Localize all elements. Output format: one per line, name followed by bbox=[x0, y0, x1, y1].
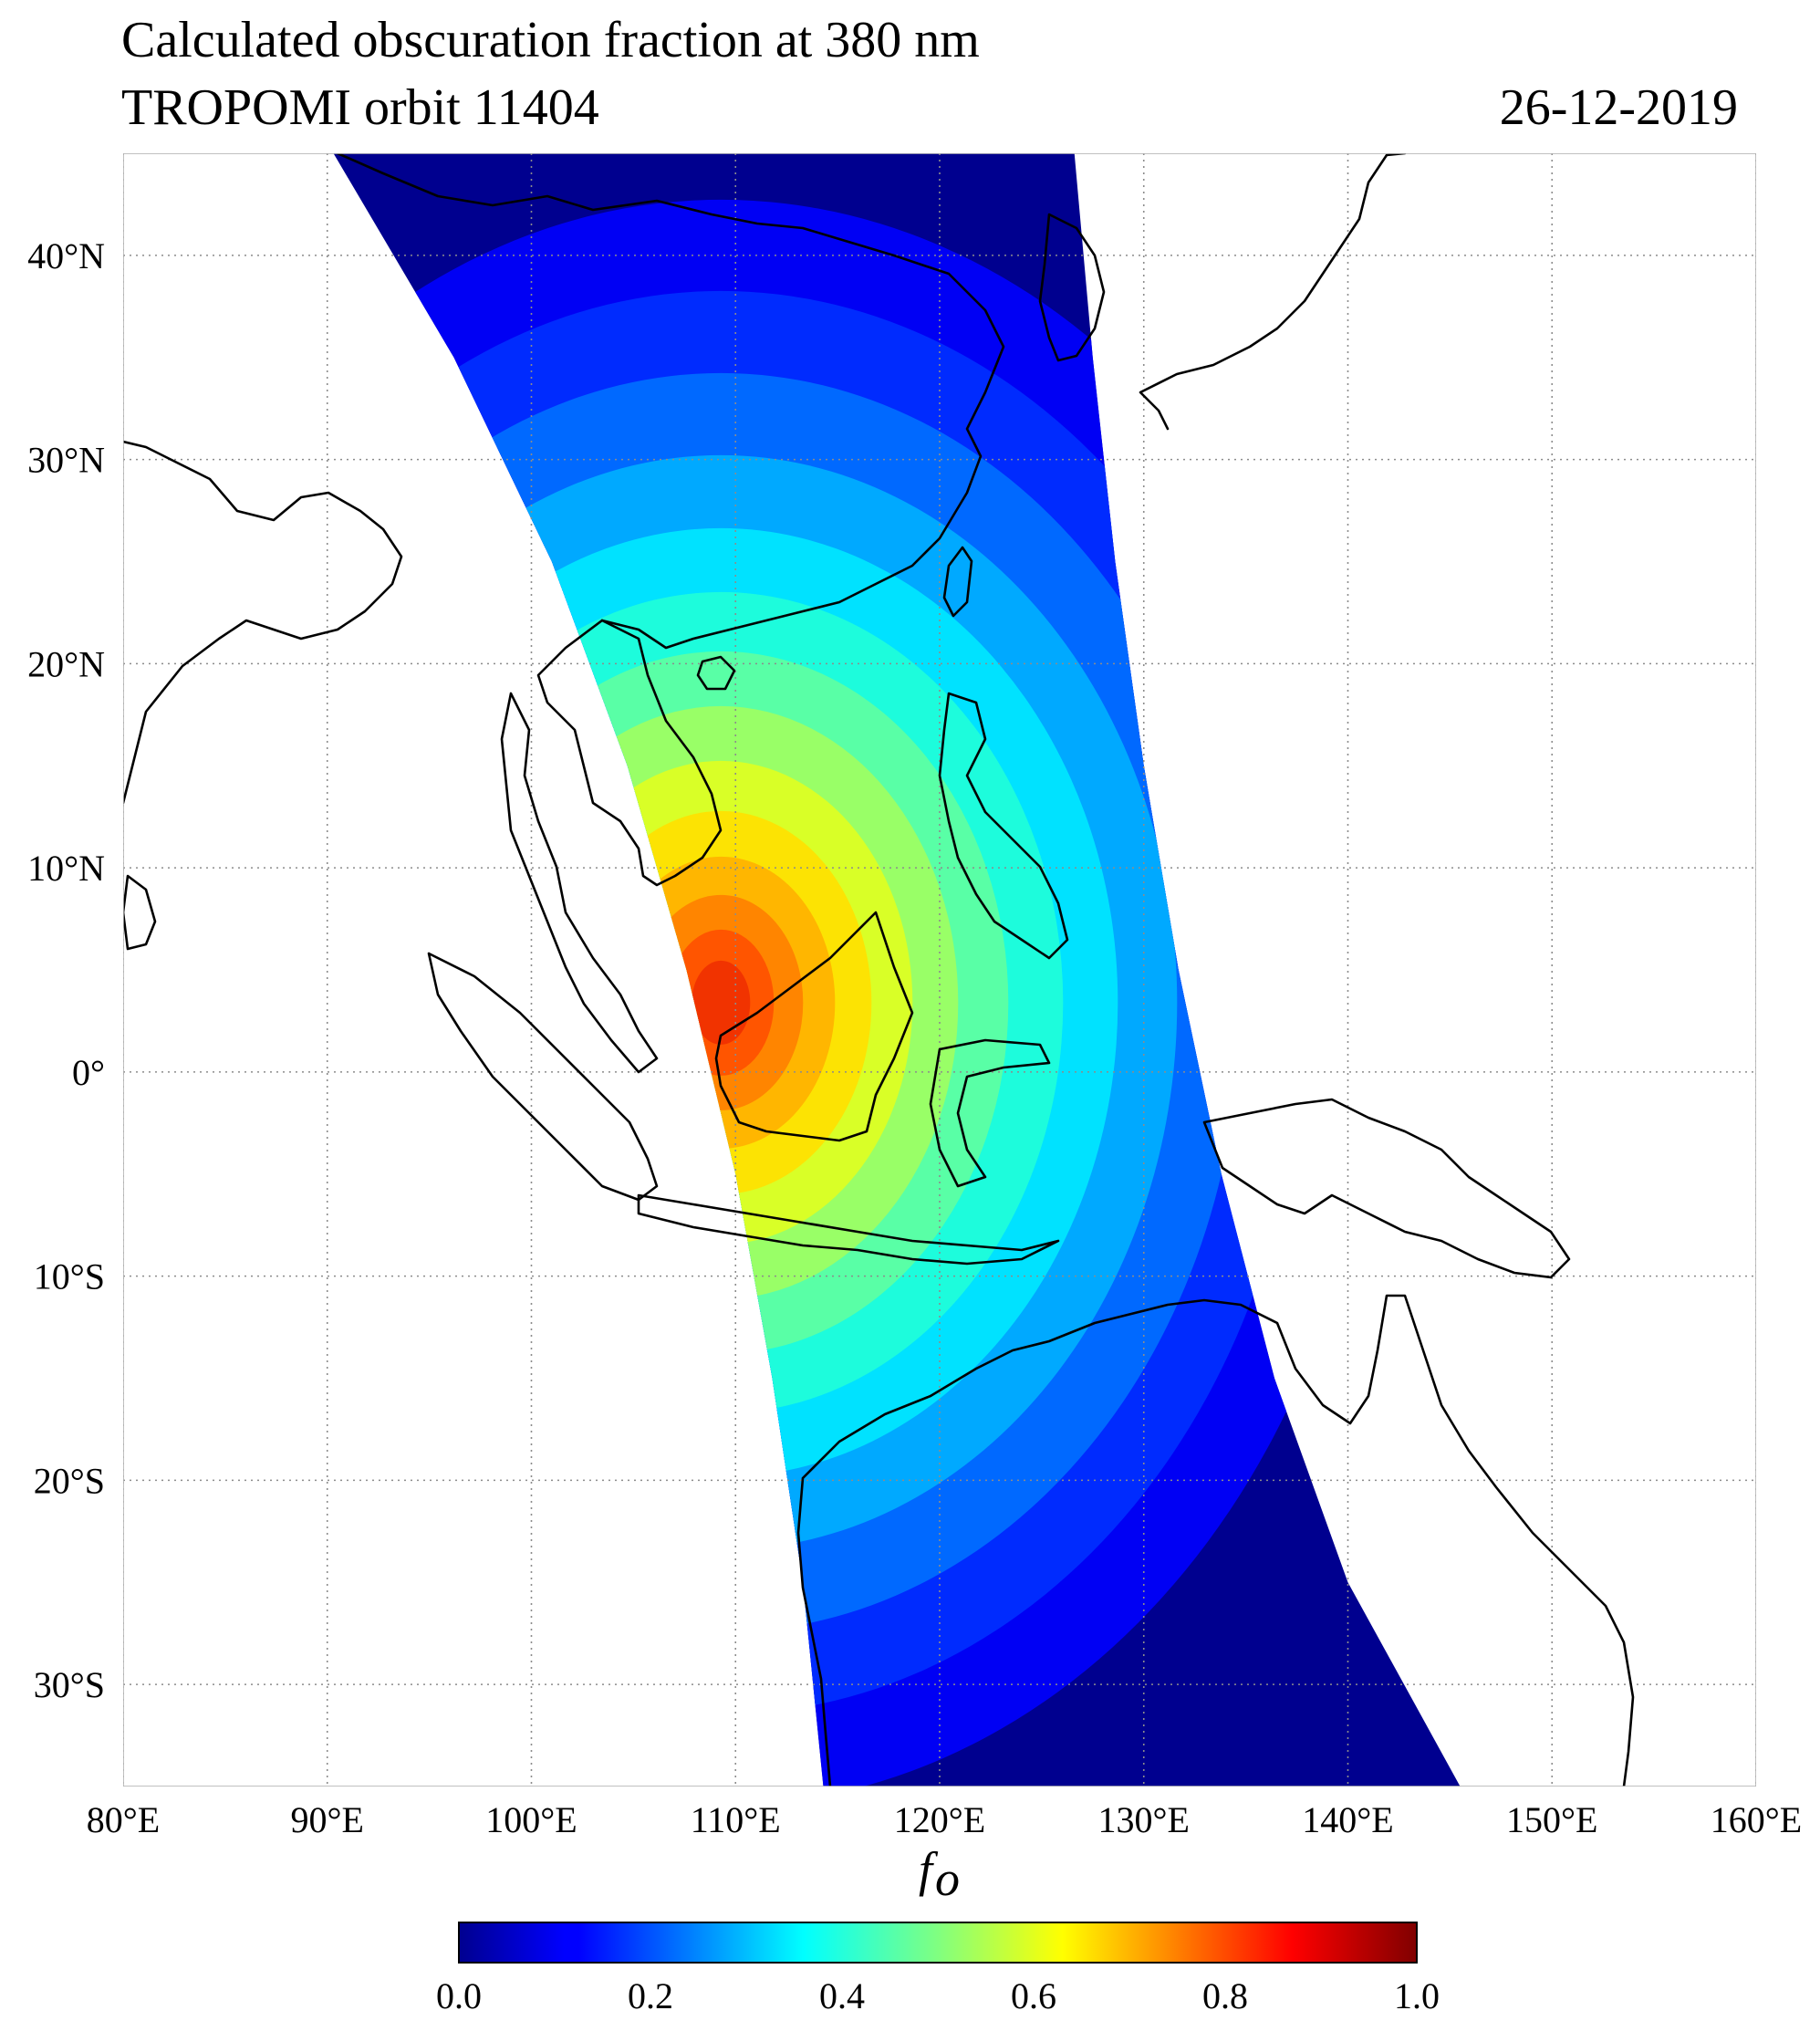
lat-tick-label: 0° bbox=[72, 1052, 105, 1093]
lat-tick-label: 10°S bbox=[34, 1256, 105, 1297]
lon-tick-label: 110°E bbox=[691, 1799, 781, 1840]
coast-malay-peninsula bbox=[500, 692, 659, 1074]
coast-taiwan bbox=[942, 546, 973, 618]
colorbar-tick-label: 0.2 bbox=[628, 1975, 673, 2016]
coast-japan bbox=[1139, 153, 1407, 431]
longitude-tick-labels: 80°E 90°E 100°E 110°E 120°E 130°E 140°E 150°E 16… bbox=[87, 1799, 1802, 1840]
lat-tick-label: 30°N bbox=[27, 440, 105, 481]
colorbar-label-subscript: o bbox=[935, 1851, 960, 1906]
lon-tick-label: 80°E bbox=[87, 1799, 160, 1840]
coast-sri-lanka bbox=[123, 874, 157, 951]
chart-title: Calculated obscuration fraction at 380 n… bbox=[121, 12, 980, 68]
colorbar-tick-label: 0.4 bbox=[819, 1975, 865, 2016]
coast-korea bbox=[1038, 213, 1106, 362]
swath-obscuration-field bbox=[333, 199, 1378, 1787]
lon-tick-label: 130°E bbox=[1098, 1799, 1190, 1840]
latitude-tick-labels: 40°N 30°N 20°N 10°N 0° 10°S 20°S 30°S bbox=[27, 235, 105, 1705]
plot-area bbox=[123, 153, 1756, 1787]
coast-australia bbox=[796, 1294, 1635, 1787]
lat-tick-label: 40°N bbox=[27, 235, 105, 276]
lat-tick-label: 30°S bbox=[34, 1664, 105, 1705]
obscuration-contour-0.88 bbox=[692, 960, 751, 1045]
chart-date: 26-12-2019 bbox=[1500, 79, 1738, 136]
coast-indochina bbox=[536, 619, 723, 887]
colorbar bbox=[458, 1922, 1418, 1964]
lat-tick-label: 20°S bbox=[34, 1460, 105, 1501]
colorbar-tick-label: 0.6 bbox=[1011, 1975, 1056, 2016]
coast-china bbox=[336, 153, 1005, 650]
coast-philippines bbox=[938, 692, 1069, 960]
graticule bbox=[123, 153, 1756, 1787]
colorbar-tick-labels: 0.0 0.2 0.4 0.6 0.8 1.0 bbox=[436, 1975, 1440, 2016]
lon-tick-label: 160°E bbox=[1711, 1799, 1802, 1840]
coast-sumatra bbox=[427, 952, 659, 1202]
lat-tick-label: 10°N bbox=[27, 848, 105, 889]
colorbar-tick-label: 0.0 bbox=[436, 1975, 482, 2016]
lon-tick-label: 150°E bbox=[1506, 1799, 1597, 1840]
lon-tick-label: 140°E bbox=[1302, 1799, 1393, 1840]
coastlines bbox=[123, 153, 1635, 1787]
lon-tick-label: 90°E bbox=[291, 1799, 364, 1840]
coast-java bbox=[637, 1193, 1060, 1266]
colorbar-tick-label: 1.0 bbox=[1394, 1975, 1440, 2016]
coast-india-burma bbox=[123, 440, 403, 805]
colorbar-tick-label: 0.8 bbox=[1202, 1975, 1248, 2016]
lat-tick-label: 20°N bbox=[27, 643, 105, 684]
coast-borneo bbox=[714, 911, 914, 1142]
chart-subtitle: TROPOMI orbit 11404 bbox=[121, 79, 599, 136]
coast-new-guinea bbox=[1202, 1098, 1571, 1279]
coast-hainan bbox=[696, 655, 736, 691]
lon-tick-label: 120°E bbox=[894, 1799, 985, 1840]
lon-tick-label: 100°E bbox=[485, 1799, 577, 1840]
coast-sulawesi bbox=[929, 1038, 1051, 1188]
swath-heatmap bbox=[333, 153, 1461, 1787]
